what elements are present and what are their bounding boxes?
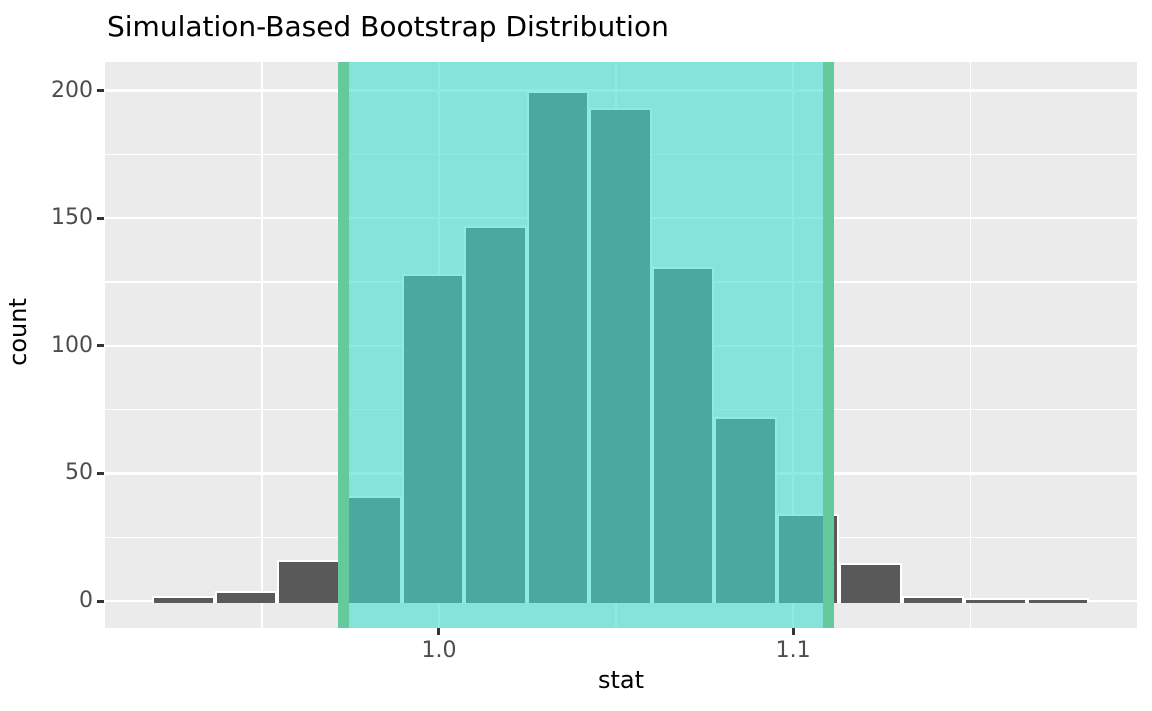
- x-tick-mark: [791, 628, 795, 635]
- histogram-bar: [277, 560, 340, 603]
- y-tick-mark: [97, 599, 104, 603]
- histogram-bar: [964, 598, 1027, 603]
- histogram-bar: [839, 562, 902, 603]
- x-tick-label: 1.0: [421, 638, 457, 663]
- y-tick-mark: [97, 216, 104, 220]
- plot-title: Simulation-Based Bootstrap Distribution: [107, 10, 669, 43]
- ci-lower-line: [337, 62, 349, 628]
- x-tick-label: 1.1: [775, 638, 811, 663]
- histogram-bar: [214, 590, 278, 603]
- histogram-bar: [901, 595, 965, 603]
- y-axis-title: count: [4, 298, 32, 366]
- ci-shade-region: [337, 62, 835, 628]
- y-tick-label: 200: [51, 77, 93, 103]
- ci-upper-line: [823, 62, 835, 628]
- y-tick-label: 150: [51, 205, 93, 231]
- y-tick-mark: [97, 471, 104, 475]
- y-tick-label: 100: [51, 332, 93, 358]
- histogram-bar: [1026, 598, 1090, 603]
- y-tick-mark: [97, 89, 104, 92]
- plot-panel: [105, 62, 1137, 628]
- histogram-bar: [152, 595, 215, 603]
- y-tick-label: 50: [65, 460, 93, 486]
- x-tick-mark: [437, 628, 441, 635]
- y-tick-label: 0: [79, 588, 93, 613]
- x-axis-title: stat: [597, 666, 645, 694]
- y-tick-mark: [97, 344, 104, 348]
